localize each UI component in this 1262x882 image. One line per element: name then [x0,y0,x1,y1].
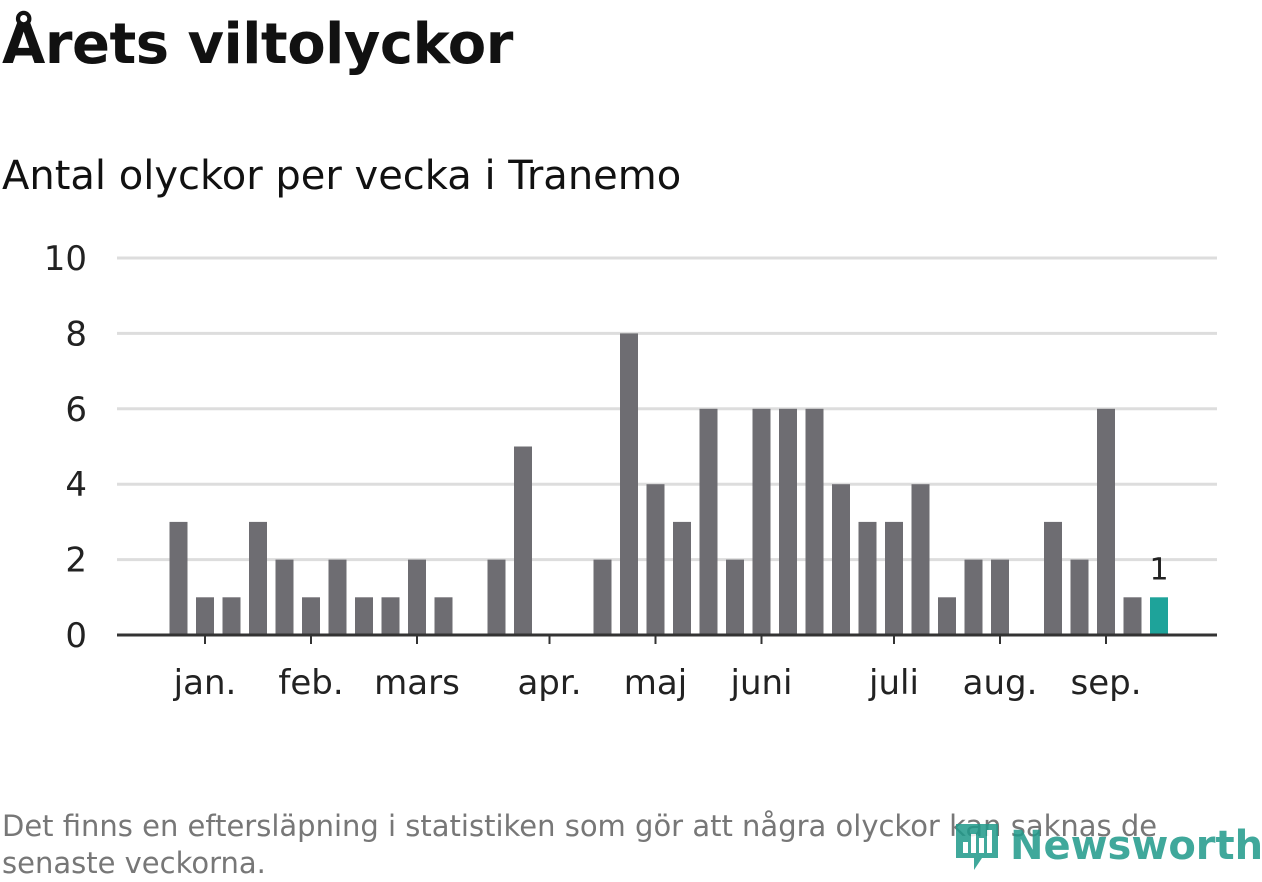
y-axis-tick-labels: 0 2 4 6 8 10 [44,239,87,656]
bar [249,521,267,635]
bar [196,597,214,635]
x-tick-label: maj [624,663,687,703]
x-tick-label: feb. [278,663,343,703]
bar-highlight [1150,597,1168,635]
bar [381,597,400,635]
bar [1044,521,1062,635]
x-axis-tick-labels: jan. feb. mars apr. maj juni juli aug. sep. [173,663,1142,703]
bar [699,408,718,635]
y-tick-label: 8 [65,314,87,354]
x-tick-label: aug. [963,663,1038,703]
bar [222,597,241,635]
bar [964,559,983,635]
x-tick-label: juli [868,663,919,703]
bar [1070,559,1089,635]
x-tick-label: sep. [1070,663,1141,703]
bar [991,559,1009,635]
chart-title: Årets viltolyckor [2,12,513,77]
newsworthy-logo-text: Newsworthy [1010,823,1262,869]
bar [355,597,373,635]
bar [726,559,744,635]
bar [1123,597,1142,635]
bar [805,408,824,635]
x-tick-label: apr. [517,663,581,703]
bar [752,408,771,635]
bar [593,559,612,635]
bar [779,408,797,635]
bar [938,597,956,635]
newsworthy-logo: Newsworthy [952,818,1262,874]
bar [832,484,850,635]
highlight-data-label: 1 [1149,552,1168,587]
bar [673,521,691,635]
bar [514,446,532,635]
bar [408,559,426,635]
bar [885,521,903,635]
y-tick-label: 4 [65,465,87,505]
y-tick-label: 10 [44,239,87,279]
newsworthy-logo-icon [956,824,998,870]
bar-chart: 0 2 4 6 8 10 jan. feb. mars apr. maj juni juli aug. s… [44,239,1217,703]
data-labels: 1 [1149,552,1168,587]
x-axis [117,633,1217,644]
bar [434,597,453,635]
y-tick-label: 0 [65,616,87,656]
bar [620,333,638,635]
x-tick-label: jan. [173,663,237,703]
bar [646,484,665,635]
chart-subtitle: Antal olyckor per vecka i Tranemo [2,153,682,199]
y-tick-label: 2 [65,541,87,581]
gridlines [117,256,1217,562]
bar [302,597,320,635]
x-tick-label: mars [374,663,460,703]
bar [1097,408,1115,635]
bar [858,521,877,635]
bars [169,333,1168,635]
bar [911,484,930,635]
bar [275,559,294,635]
bar [487,559,506,635]
x-tick-label: juni [730,663,793,703]
bar [169,521,188,635]
bar [328,559,347,635]
y-tick-label: 6 [65,390,87,430]
